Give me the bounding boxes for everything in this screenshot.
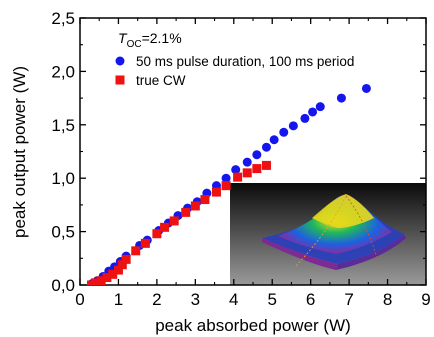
data-point-square — [113, 265, 123, 275]
legend-label-cw: true CW — [136, 73, 186, 88]
data-point-square — [152, 229, 162, 239]
data-point-square — [211, 187, 221, 197]
data-point-circle — [300, 113, 310, 123]
data-point-square — [117, 260, 127, 270]
axis-tick-labels: 0 1 2 3 4 5 6 7 8 9 0,0 0,5 1,0 1,5 2,0 2,5 — [51, 9, 430, 309]
x-tick-label: 6 — [306, 290, 315, 309]
data-point-circle — [315, 102, 325, 112]
data-point-square — [131, 246, 141, 256]
data-point-square — [121, 254, 131, 264]
data-series — [87, 83, 371, 285]
inset-surface-edge-right — [336, 234, 406, 270]
x-tick-label: 3 — [191, 290, 200, 309]
data-point-square — [140, 238, 150, 248]
y-tick-label: 1,0 — [51, 169, 75, 188]
data-point-square — [90, 278, 100, 285]
data-point-circle — [279, 127, 289, 137]
data-point-circle — [361, 83, 371, 93]
x-axis-title: peak absorbed power (W) — [155, 316, 351, 335]
x-tick-label: 9 — [421, 290, 430, 309]
data-point-square — [233, 172, 243, 182]
y-tick-label: 2,0 — [51, 62, 75, 81]
legend-label-pulsed: 50 ms pulse duration, 100 ms period — [136, 54, 354, 69]
data-point-square — [160, 222, 170, 232]
data-point-circle — [242, 157, 252, 167]
data-point-circle — [308, 107, 318, 117]
y-tick-label: 2,5 — [51, 9, 75, 28]
toc-annotation: TOC=2.1% — [118, 30, 182, 50]
toc-value: =2.1% — [142, 30, 182, 46]
data-point-circle — [269, 135, 279, 145]
toc-subscript: OC — [127, 39, 142, 50]
x-tick-label: 4 — [229, 290, 238, 309]
data-point-square — [252, 164, 262, 174]
y-tick-label: 1,5 — [51, 116, 75, 135]
legend-marker-cw — [115, 75, 125, 85]
data-point-square — [102, 273, 112, 283]
y-tick-label: 0,5 — [51, 223, 75, 242]
beam-profile-inset — [230, 183, 426, 285]
data-point-circle — [288, 121, 298, 131]
data-point-circle — [336, 93, 346, 103]
x-tick-label: 7 — [344, 290, 353, 309]
data-point-square — [108, 269, 118, 279]
y-axis-title: peak output power (W) — [10, 66, 29, 238]
data-point-square — [261, 160, 271, 170]
x-tick-label: 8 — [383, 290, 392, 309]
data-point-square — [242, 168, 252, 178]
x-tick-label: 5 — [267, 290, 276, 309]
data-point-square — [181, 207, 191, 217]
data-point-square — [169, 216, 179, 226]
data-point-square — [96, 276, 106, 285]
x-tick-label: 2 — [152, 290, 161, 309]
y-tick-label: 0,0 — [51, 276, 75, 295]
inset-crosshair-2 — [345, 195, 379, 263]
inset-surface-edge — [262, 238, 338, 270]
data-point-square — [221, 181, 231, 191]
toc-symbol: T — [118, 30, 128, 46]
series-cw — [87, 160, 271, 285]
x-tick-label: 1 — [114, 290, 123, 309]
data-point-square — [200, 195, 210, 205]
inset-surface-top — [312, 194, 374, 228]
x-tick-label: 0 — [75, 290, 84, 309]
legend-marker-pulsed — [115, 56, 125, 66]
data-point-circle — [231, 165, 241, 175]
data-point-square — [190, 201, 200, 211]
data-point-circle — [252, 150, 262, 160]
data-point-circle — [221, 173, 231, 183]
legend: 50 ms pulse duration, 100 ms period true… — [115, 54, 354, 88]
data-point-circle — [261, 142, 271, 152]
